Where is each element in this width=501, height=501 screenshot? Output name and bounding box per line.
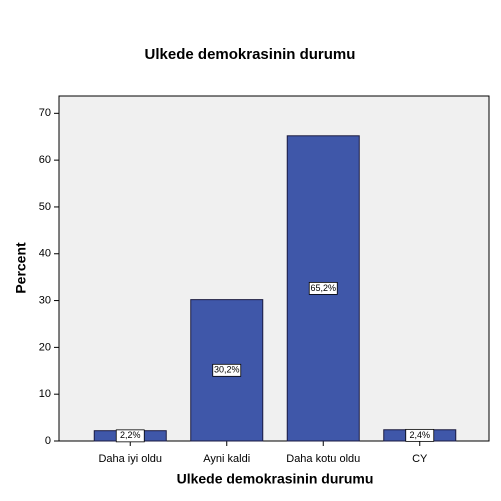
x-tick-label: CY (412, 453, 428, 465)
y-tick-label: 70 (39, 107, 51, 119)
chart-title: Ulkede demokrasinin durumu (145, 46, 356, 63)
value-label-box (212, 363, 242, 377)
x-tick-label: Ayni kaldi (203, 453, 250, 465)
y-tick-label: 50 (39, 201, 51, 213)
y-tick-label: 60 (39, 154, 51, 166)
y-tick-label: 30 (39, 294, 51, 306)
y-tick-label: 10 (39, 388, 51, 400)
value-label-box (308, 281, 338, 295)
value-label-box (405, 428, 435, 442)
y-tick-label: 0 (45, 435, 51, 447)
value-label: 30,2% (214, 365, 240, 375)
plot-area (58, 95, 490, 442)
value-label: 2,4% (409, 430, 430, 440)
y-tick-label: 20 (39, 341, 51, 353)
x-tick-label: Daha kotu oldu (286, 453, 360, 465)
value-label: 2,2% (120, 430, 141, 440)
x-tick-label: Daha iyi oldu (98, 453, 162, 465)
y-tick-label: 40 (39, 248, 51, 260)
x-axis-title: Ulkede demokrasinin durumu (177, 471, 374, 487)
y-axis-title: Percent (13, 242, 29, 294)
value-label: 65,2% (310, 283, 336, 293)
value-label-box (115, 429, 145, 443)
